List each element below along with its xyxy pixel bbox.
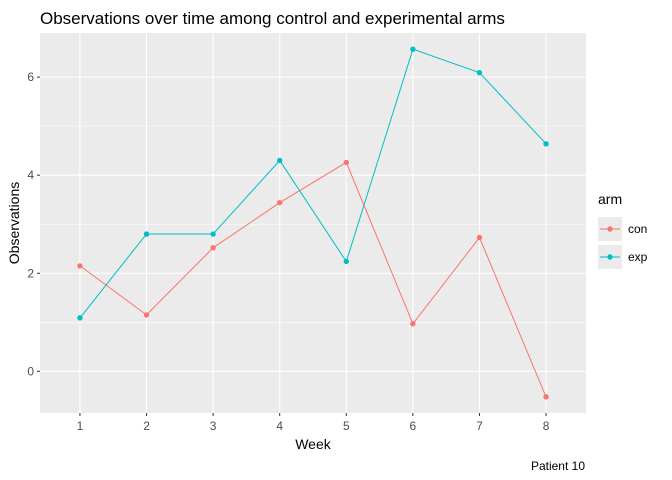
x-tick-label: 8 bbox=[543, 419, 550, 433]
grid-lines bbox=[40, 33, 586, 413]
legend-title: arm bbox=[598, 191, 622, 207]
x-axis-title: Week bbox=[295, 436, 332, 452]
plot-panel bbox=[40, 33, 586, 413]
x-tick-label: 7 bbox=[476, 419, 483, 433]
chart-title: Observations over time among control and… bbox=[40, 9, 505, 28]
x-tick-label: 5 bbox=[343, 419, 350, 433]
y-axis-ticks: 0 2 4 6 bbox=[27, 70, 40, 378]
data-point-exp bbox=[210, 231, 216, 237]
x-tick-label: 4 bbox=[276, 419, 283, 433]
data-point-exp bbox=[476, 70, 483, 76]
x-tick-label: 2 bbox=[143, 419, 150, 433]
y-tick-label: 4 bbox=[27, 168, 34, 182]
y-tick-label: 0 bbox=[27, 364, 34, 378]
x-tick-label: 1 bbox=[77, 419, 84, 433]
series-lines bbox=[79, 48, 547, 397]
caption: Patient 10 bbox=[531, 459, 585, 473]
data-point-con bbox=[410, 321, 416, 327]
data-point-con bbox=[277, 199, 283, 206]
x-axis-ticks: 1 2 3 4 5 6 7 8 bbox=[77, 413, 550, 433]
legend-key-point bbox=[607, 226, 613, 232]
data-point-con bbox=[143, 312, 150, 318]
data-point-con bbox=[543, 394, 549, 400]
data-point-con bbox=[77, 263, 83, 269]
data-point-con bbox=[476, 234, 483, 241]
data-point-exp bbox=[77, 315, 83, 321]
legend-key-point bbox=[607, 254, 613, 260]
x-tick-label: 6 bbox=[410, 419, 417, 433]
data-point-exp bbox=[143, 231, 150, 237]
legend: arm con exp bbox=[598, 191, 648, 269]
legend-label-con: con bbox=[628, 222, 647, 236]
series-line-exp bbox=[79, 48, 547, 319]
data-point-con bbox=[210, 245, 216, 251]
y-axis-title: Observations bbox=[6, 182, 22, 264]
y-tick-label: 6 bbox=[27, 70, 34, 84]
data-point-exp bbox=[543, 141, 549, 147]
data-point-exp bbox=[410, 46, 416, 52]
series-line-con bbox=[79, 161, 547, 397]
data-point-exp bbox=[343, 258, 349, 265]
data-point-exp bbox=[277, 157, 283, 164]
x-tick-label: 3 bbox=[210, 419, 217, 433]
data-point-con bbox=[343, 159, 349, 166]
series-points bbox=[77, 46, 549, 400]
y-tick-label: 2 bbox=[27, 266, 34, 280]
legend-label-exp: exp bbox=[628, 250, 648, 264]
